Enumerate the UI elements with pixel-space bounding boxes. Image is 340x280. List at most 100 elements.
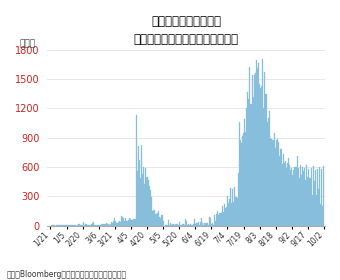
Bar xyxy=(191,225,192,226)
Bar xyxy=(238,172,239,226)
Bar xyxy=(252,76,253,226)
Bar xyxy=(156,214,157,226)
Bar xyxy=(279,156,280,226)
Bar xyxy=(135,219,136,226)
Bar xyxy=(157,213,158,226)
Bar xyxy=(269,111,270,226)
Bar xyxy=(128,220,129,226)
Bar xyxy=(146,168,147,226)
Bar xyxy=(127,221,128,226)
Bar xyxy=(231,203,232,226)
Bar xyxy=(275,148,276,226)
Bar xyxy=(170,223,171,226)
Bar xyxy=(310,168,311,226)
Bar xyxy=(130,220,132,226)
Bar xyxy=(148,180,149,226)
Bar xyxy=(129,218,130,226)
Bar xyxy=(144,184,146,226)
Text: （人）: （人） xyxy=(19,39,36,48)
Bar xyxy=(54,225,55,226)
Bar xyxy=(168,220,169,226)
Bar xyxy=(186,221,187,226)
Bar xyxy=(108,224,109,226)
Bar xyxy=(149,186,150,226)
Bar xyxy=(133,220,134,226)
Bar xyxy=(66,225,67,226)
Bar xyxy=(311,195,313,226)
Bar xyxy=(209,217,210,226)
Bar xyxy=(271,139,272,226)
Bar xyxy=(206,223,208,226)
Bar xyxy=(109,225,110,226)
Bar xyxy=(147,177,148,226)
Bar xyxy=(96,225,97,226)
Bar xyxy=(298,168,299,226)
Bar xyxy=(158,211,159,226)
Bar xyxy=(250,67,251,226)
Bar xyxy=(304,168,305,226)
Bar xyxy=(181,225,182,226)
Bar xyxy=(81,225,82,226)
Bar xyxy=(262,59,264,226)
Bar xyxy=(320,204,321,226)
Bar xyxy=(105,224,106,226)
Bar xyxy=(227,196,228,226)
Bar xyxy=(114,218,115,226)
Bar xyxy=(61,225,62,226)
Bar xyxy=(302,167,303,226)
Bar xyxy=(314,181,315,226)
Bar xyxy=(197,223,198,226)
Bar xyxy=(267,122,268,226)
Bar xyxy=(180,225,181,226)
Bar xyxy=(85,224,86,226)
Bar xyxy=(73,225,74,226)
Bar xyxy=(290,170,291,226)
Bar xyxy=(313,166,314,226)
Bar xyxy=(282,164,283,226)
Bar xyxy=(214,215,215,226)
Bar xyxy=(110,224,111,226)
Bar xyxy=(121,216,122,226)
Bar xyxy=(123,218,124,226)
Bar xyxy=(228,202,229,226)
Bar xyxy=(299,178,300,226)
Bar xyxy=(125,218,126,226)
Bar xyxy=(143,167,144,226)
Bar xyxy=(163,221,164,226)
Bar xyxy=(225,207,226,226)
Bar xyxy=(315,170,316,226)
Bar xyxy=(175,224,176,226)
Bar xyxy=(126,221,127,226)
Bar xyxy=(192,224,194,226)
Bar xyxy=(265,72,266,226)
Bar xyxy=(285,161,286,226)
Bar xyxy=(245,132,246,226)
Bar xyxy=(303,171,304,226)
Bar xyxy=(294,167,295,226)
Bar xyxy=(218,215,219,226)
Bar xyxy=(159,217,160,226)
Bar xyxy=(268,118,269,226)
Bar xyxy=(196,223,197,226)
Bar xyxy=(182,225,183,226)
Bar xyxy=(91,224,92,226)
Title: 新型コロナウイルスの
国内新規感染者数の推移（日次）: 新型コロナウイルスの 国内新規感染者数の推移（日次） xyxy=(134,15,239,46)
Bar xyxy=(248,99,250,226)
Bar xyxy=(242,136,243,226)
Bar xyxy=(188,225,189,226)
Bar xyxy=(288,158,289,226)
Bar xyxy=(219,213,220,226)
Bar xyxy=(160,218,162,226)
Bar xyxy=(112,223,113,226)
Bar xyxy=(226,207,227,226)
Bar xyxy=(138,146,139,226)
Bar xyxy=(183,224,184,226)
Bar xyxy=(266,94,267,226)
Bar xyxy=(286,168,287,226)
Bar xyxy=(106,223,107,226)
Bar xyxy=(204,223,205,226)
Bar xyxy=(308,169,309,226)
Bar xyxy=(284,163,285,226)
Bar xyxy=(201,218,202,226)
Bar xyxy=(217,211,218,226)
